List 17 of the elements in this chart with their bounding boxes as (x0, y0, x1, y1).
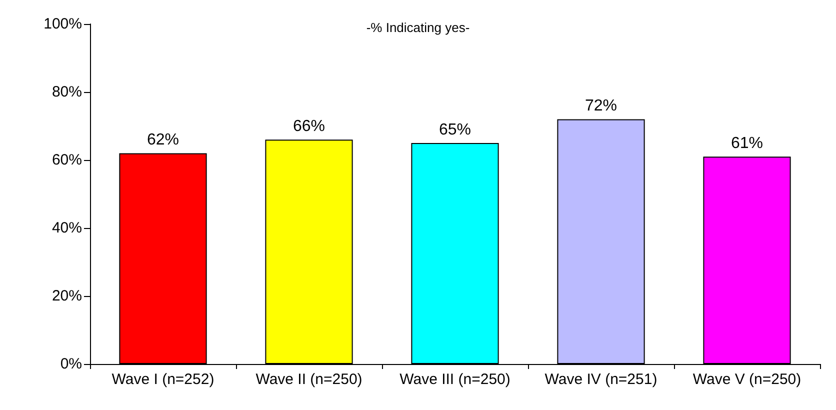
y-tick-label: 60% (52, 152, 82, 168)
y-tick-label: 40% (52, 220, 82, 236)
data-label: 66% (292, 118, 326, 136)
x-tick-label: Wave IV (n=251) (544, 371, 658, 388)
x-tick-label: Wave I (n=252) (112, 371, 214, 388)
x-tick-label: Wave II (n=250) (256, 371, 362, 388)
data-label: 62% (146, 132, 180, 149)
data-label: 61% (730, 135, 764, 152)
x-tick-label: Wave V (n=250) (692, 371, 802, 388)
x-tick-label: Wave III (n=250) (400, 371, 510, 388)
y-tick-label: 100% (44, 16, 82, 32)
y-tick-label: 80% (52, 84, 82, 100)
data-label: 65% (438, 122, 472, 138)
data-label: 72% (584, 98, 618, 115)
y-tick-label: 20% (52, 288, 82, 304)
chart-title: -% Indicating yes- (366, 20, 470, 35)
y-tick-label: 0% (60, 356, 82, 372)
